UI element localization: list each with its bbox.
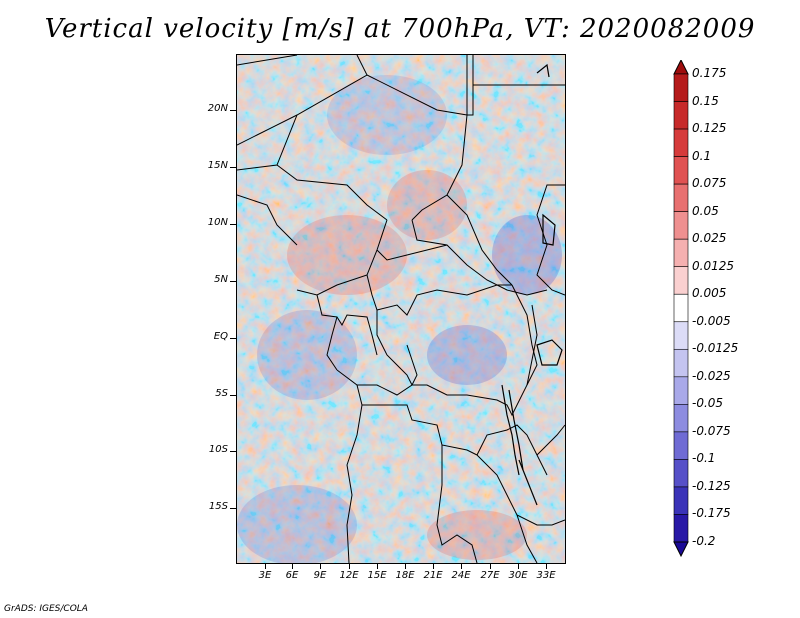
- longitude-tick: [546, 563, 547, 569]
- longitude-tick: [518, 563, 519, 569]
- colorbar-label: -0.005: [692, 313, 731, 328]
- latitude-label: 10S: [208, 444, 228, 455]
- latitude-tick: [230, 508, 236, 509]
- latitude-tick: [230, 451, 236, 452]
- longitude-tick: [265, 563, 266, 569]
- longitude-label: 33E: [536, 570, 556, 581]
- colorbar-label: 0.05: [692, 203, 719, 218]
- colorbar-segment: [673, 404, 689, 433]
- colorbar-label: 0.1: [692, 148, 712, 163]
- colorbar-segment: [673, 183, 689, 212]
- velocity-blobs: [237, 75, 562, 563]
- colorbar-label: 0.0125: [692, 258, 734, 273]
- longitude-label: 30E: [508, 570, 528, 581]
- longitude-label: 21E: [423, 570, 443, 581]
- colorbar-segment: [673, 459, 689, 488]
- colorbar-segment: [673, 238, 689, 268]
- colorbar-label: 0.125: [692, 121, 727, 136]
- colorbar-segment: [673, 266, 689, 295]
- latitude-label: EQ: [213, 331, 228, 342]
- colorbar-segment: [673, 376, 689, 405]
- colorbar-label: -0.05: [692, 396, 724, 411]
- colorbar-label: -0.025: [692, 368, 731, 383]
- longitude-tick: [405, 563, 406, 569]
- latitude-label: 5S: [215, 388, 228, 399]
- latitude-label: 10N: [207, 217, 228, 228]
- latitude-tick: [230, 395, 236, 396]
- colorbar-segment: [673, 211, 689, 240]
- colorbar-segment: [673, 128, 689, 157]
- colorbar-label: -0.2: [692, 534, 716, 548]
- longitude-label: 24E: [451, 570, 471, 581]
- colorbar-segment: [673, 514, 689, 543]
- latitude-label: 15N: [207, 160, 228, 171]
- longitude-tick: [461, 563, 462, 569]
- colorbar-label: 0.075: [692, 176, 727, 191]
- latitude-tick: [230, 110, 236, 111]
- latitude-tick: [230, 281, 236, 282]
- colorbar-label: -0.075: [692, 423, 731, 438]
- colorbar-label: -0.125: [692, 478, 731, 493]
- longitude-tick: [490, 563, 491, 569]
- longitude-tick: [349, 563, 350, 569]
- colorbar-label: -0.175: [692, 506, 731, 521]
- footer-credit: GrADS: IGES/COLA: [4, 604, 88, 614]
- latitude-label: 5N: [214, 274, 228, 285]
- longitude-label: 6E: [285, 570, 299, 581]
- longitude-label: 3E: [258, 570, 272, 581]
- colorbar-label: -0.0125: [692, 341, 739, 356]
- colorbar-segment: [673, 156, 689, 185]
- colorbar-segment: [673, 101, 689, 130]
- longitude-label: 15E: [367, 570, 387, 581]
- colorbar-segment: [673, 293, 689, 323]
- longitude-label: 12E: [339, 570, 359, 581]
- latitude-label: 15S: [208, 501, 228, 512]
- map-plot-area: [236, 54, 566, 564]
- latitude-tick: [230, 338, 236, 339]
- longitude-label: 27E: [480, 570, 500, 581]
- latitude-label: 20N: [207, 103, 228, 114]
- colorbar-top-arrow: [673, 60, 689, 75]
- longitude-label: 18E: [395, 570, 415, 581]
- colorbar-bottom-arrow: [673, 541, 689, 558]
- colorbar-label: 0.025: [692, 231, 727, 246]
- colorbar-label: 0.005: [692, 286, 727, 301]
- longitude-label: 9E: [313, 570, 327, 581]
- longitude-tick: [433, 563, 434, 569]
- latitude-tick: [230, 167, 236, 168]
- longitude-tick: [377, 563, 378, 569]
- latitude-tick: [230, 224, 236, 225]
- country-borders: [237, 55, 565, 563]
- colorbar-scale: [673, 60, 689, 558]
- colorbar-label: 0.175: [692, 66, 727, 80]
- colorbar-segment: [673, 321, 689, 350]
- colorbar: 0.175 0.15 0.125 0.1 0.075 0.05 0.025 0.0125 0.0…: [672, 60, 792, 560]
- colorbar-segment: [673, 486, 689, 515]
- velocity-field: [237, 55, 565, 563]
- colorbar-segment: [673, 73, 689, 102]
- longitude-tick: [292, 563, 293, 569]
- colorbar-label: -0.1: [692, 451, 716, 466]
- colorbar-label: 0.15: [692, 93, 719, 108]
- colorbar-segment: [673, 348, 689, 378]
- longitude-tick: [320, 563, 321, 569]
- lake-outlines: [501, 63, 563, 506]
- colorbar-segment: [673, 431, 689, 460]
- plot-title: Vertical velocity [m/s] at 700hPa, VT: 2…: [44, 14, 756, 44]
